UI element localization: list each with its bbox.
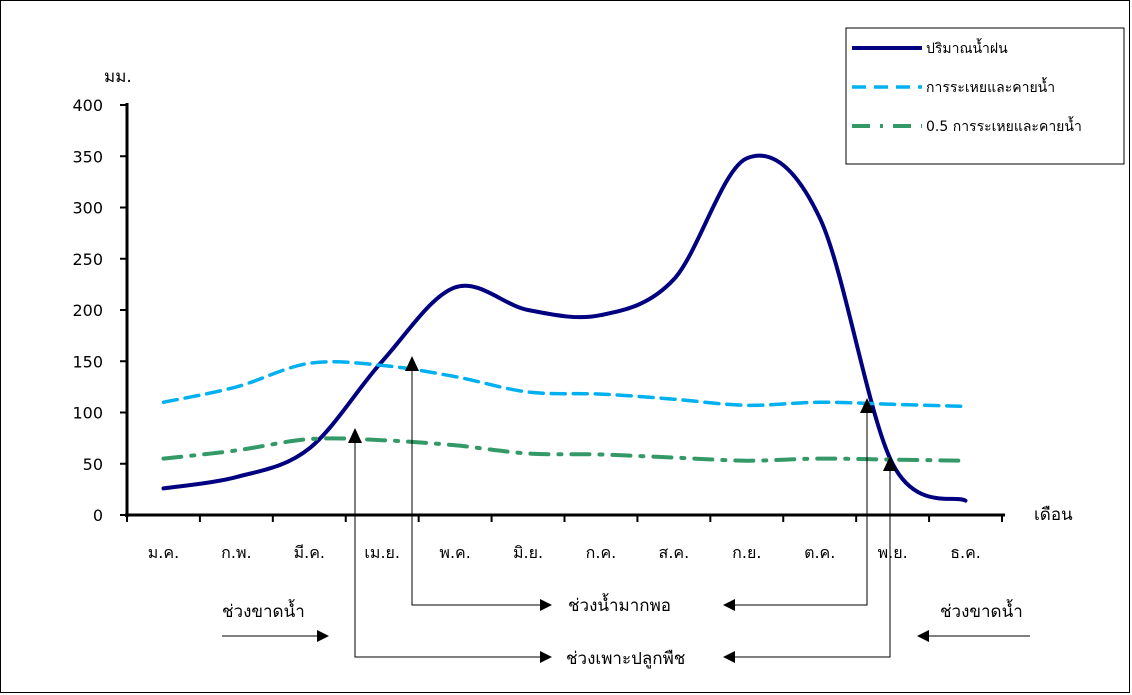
legend-box: [845, 27, 1125, 165]
series-line: [161, 436, 968, 463]
legend-label: การระเหยและคายน้ำ: [926, 77, 1055, 96]
y-tick-label: 100: [72, 404, 103, 423]
y-tick-label: 250: [72, 250, 103, 269]
x-tick-label: พ.ย.: [878, 543, 908, 562]
x-tick-label: ก.พ.: [221, 543, 251, 562]
x-tick-label: ต.ค.: [804, 543, 835, 562]
growing-left-line: [354, 440, 552, 663]
intersection-marker: [883, 456, 897, 471]
series-line: [161, 359, 968, 409]
x-tick-label: เม.ย.: [364, 543, 400, 562]
intersection-marker: [348, 428, 362, 443]
enough-water-label: ช่วงน้ำมากพอ: [568, 593, 671, 616]
y-tick-label: 200: [72, 301, 103, 320]
x-tick-label: ม.ค.: [148, 543, 179, 562]
intersection-marker: [860, 398, 874, 413]
enough-water-right-line: [723, 410, 868, 611]
x-tick-label: มี.ค.: [294, 543, 325, 562]
x-tick-label: ก.ค.: [586, 543, 617, 562]
legend-label: ปริมาณน้ำฝน: [926, 38, 1008, 57]
dry-period-right-label: ช่วงขาดน้ำ: [940, 599, 1023, 622]
y-tick-label: 300: [72, 199, 103, 218]
y-tick-label: 50: [83, 455, 103, 474]
y-tick-label: 400: [72, 96, 103, 115]
legend-label: 0.5 การระเหยและคายน้ำ: [926, 116, 1082, 135]
y-tick-label: 0: [93, 506, 103, 525]
enough-water-left-line: [411, 368, 552, 611]
y-axis-label: มม.: [104, 67, 132, 87]
y-tick-label: 150: [72, 352, 103, 371]
x-tick-label: ส.ค.: [659, 543, 690, 562]
x-tick-label: ธ.ค.: [950, 543, 981, 562]
intersection-marker: [405, 356, 419, 371]
y-tick-label: 350: [72, 147, 103, 166]
series-line: [161, 153, 968, 503]
x-tick-label: มิ.ย.: [513, 543, 543, 562]
growing-right-line: [723, 468, 891, 663]
dry-period-left-label: ช่วงขาดน้ำ: [222, 599, 305, 622]
growing-period-label: ช่วงเพาะปลูกพืช: [566, 649, 685, 669]
x-tick-label: ก.ย.: [732, 543, 761, 562]
x-axis-label: เดือน: [1034, 505, 1073, 525]
x-tick-label: พ.ค.: [439, 543, 470, 562]
